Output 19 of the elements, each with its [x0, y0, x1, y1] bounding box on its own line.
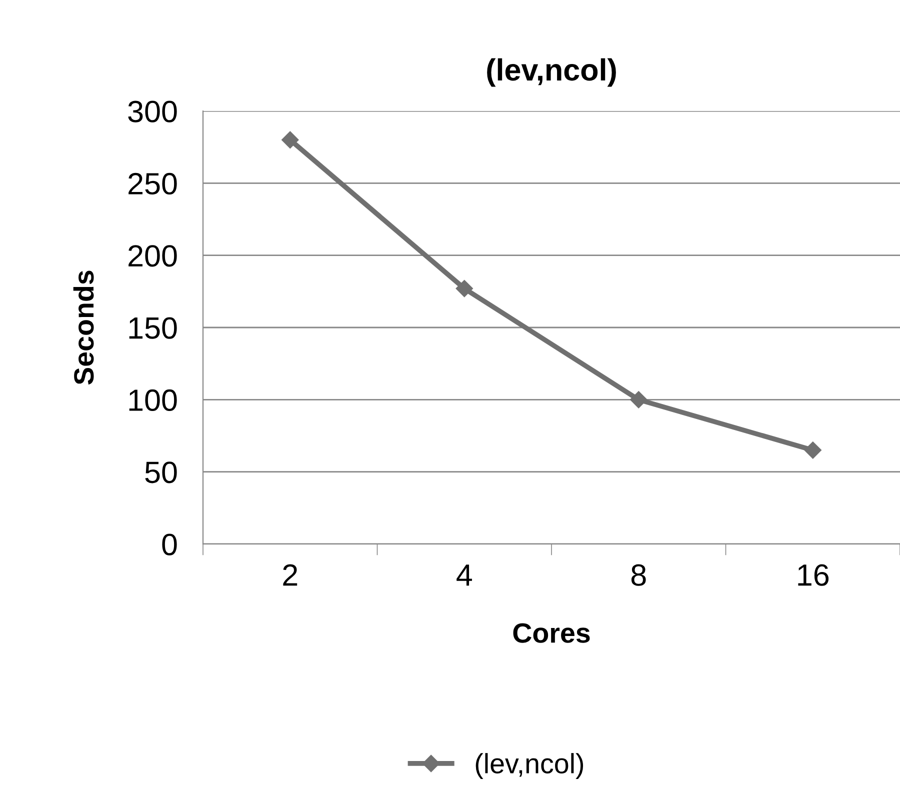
- point: [282, 131, 299, 148]
- point: [456, 280, 473, 298]
- legend-label: (lev,ncol): [476, 753, 584, 779]
- y-tick-label: 150: [129, 317, 177, 339]
- chart-title: (lev,ncol): [487, 58, 616, 87]
- y-axis-title: Seconds: [73, 270, 94, 385]
- x-tick-label: 4: [456, 564, 472, 586]
- x-tick-label: 2: [283, 564, 298, 586]
- x-tick-label: 8: [631, 564, 646, 586]
- x-axis-title: Cores: [513, 623, 590, 643]
- y-tick-label: 50: [145, 462, 177, 484]
- point: [630, 391, 648, 408]
- y-tick-label: 0: [162, 534, 177, 556]
- point: [804, 442, 822, 459]
- y-tick-label: 250: [128, 172, 177, 195]
- y-tick-label: 300: [128, 100, 177, 122]
- x-tick-label: 16: [798, 564, 829, 586]
- y-tick-label: 100: [129, 389, 177, 412]
- y-tick-label: 200: [128, 245, 177, 267]
